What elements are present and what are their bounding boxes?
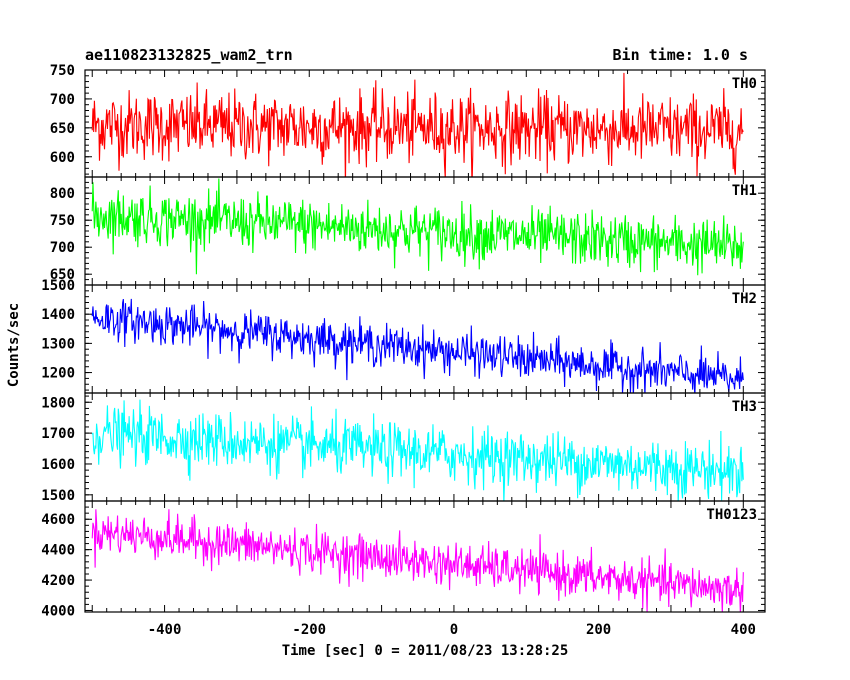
panel-label-th0: TH0 [732,76,757,92]
x-tick-label: -200 [292,622,326,638]
y-tick-label: 750 [50,213,75,229]
y-tick-label: 4000 [41,603,75,619]
series-line-th0 [91,72,744,177]
x-tick-label: -400 [148,622,182,638]
x-axis-label: Time [sec] 0 = 2011/08/23 13:28:25 [282,643,569,659]
y-tick-label: 1700 [41,426,75,442]
panel-th0: 600 650 700 750 TH0 [50,63,766,178]
y-tick-label: 800 [50,186,75,202]
panel-label-th0123: TH0123 [706,507,757,523]
panel-th2: 1200 1300 1400 1500 TH2 [41,278,766,394]
panel-frame [84,284,766,394]
y-tick-label: 700 [50,92,75,108]
y-tick-label: 1500 [41,278,75,294]
y-tick-label: 1600 [41,457,75,473]
x-tick-label: 400 [731,622,756,638]
x-tick-label: 0 [450,622,458,638]
bin-time-label: Bin time: 1.0 s [613,46,748,64]
y-tick-label: 750 [50,63,75,79]
series-line-th2 [91,298,744,393]
series-line-th3 [91,399,744,501]
y-tick-label: 1200 [41,366,75,382]
y-tick-label: 600 [50,150,75,166]
y-tick-label: 4200 [41,573,75,589]
y-tick-label: 650 [50,267,75,283]
y-tick-label: 650 [50,121,75,137]
panel-th3: 1500 1600 1700 1800 TH3 [41,392,766,504]
chart-title: ae110823132825_wam2_trn [85,46,293,64]
y-tick-label: 1300 [41,336,75,352]
y-tick-label: 4400 [41,543,75,559]
y-tick-label: 1500 [41,488,75,504]
panel-label-th3: TH3 [732,399,757,415]
series-line-th0123 [91,509,744,612]
y-tick-label: 1400 [41,307,75,323]
panel-label-th1: TH1 [732,183,757,199]
y-tick-label: 4600 [41,512,75,528]
panels-group: 600 650 700 750 TH0 650 700 750 800 TH1 1200 1300 14… [41,63,766,638]
series-line-th1 [91,178,744,276]
panel-label-th2: TH2 [732,291,757,307]
x-tick-label: 200 [586,622,611,638]
panel-th0123: 4000 4200 4400 4600 TH0123 [41,500,766,619]
panel-th1: 650 700 750 800 TH1 [50,176,766,286]
y-tick-label: 1800 [41,395,75,411]
y-axis-label: Counts/sec [6,303,22,387]
y-tick-label: 700 [50,240,75,256]
